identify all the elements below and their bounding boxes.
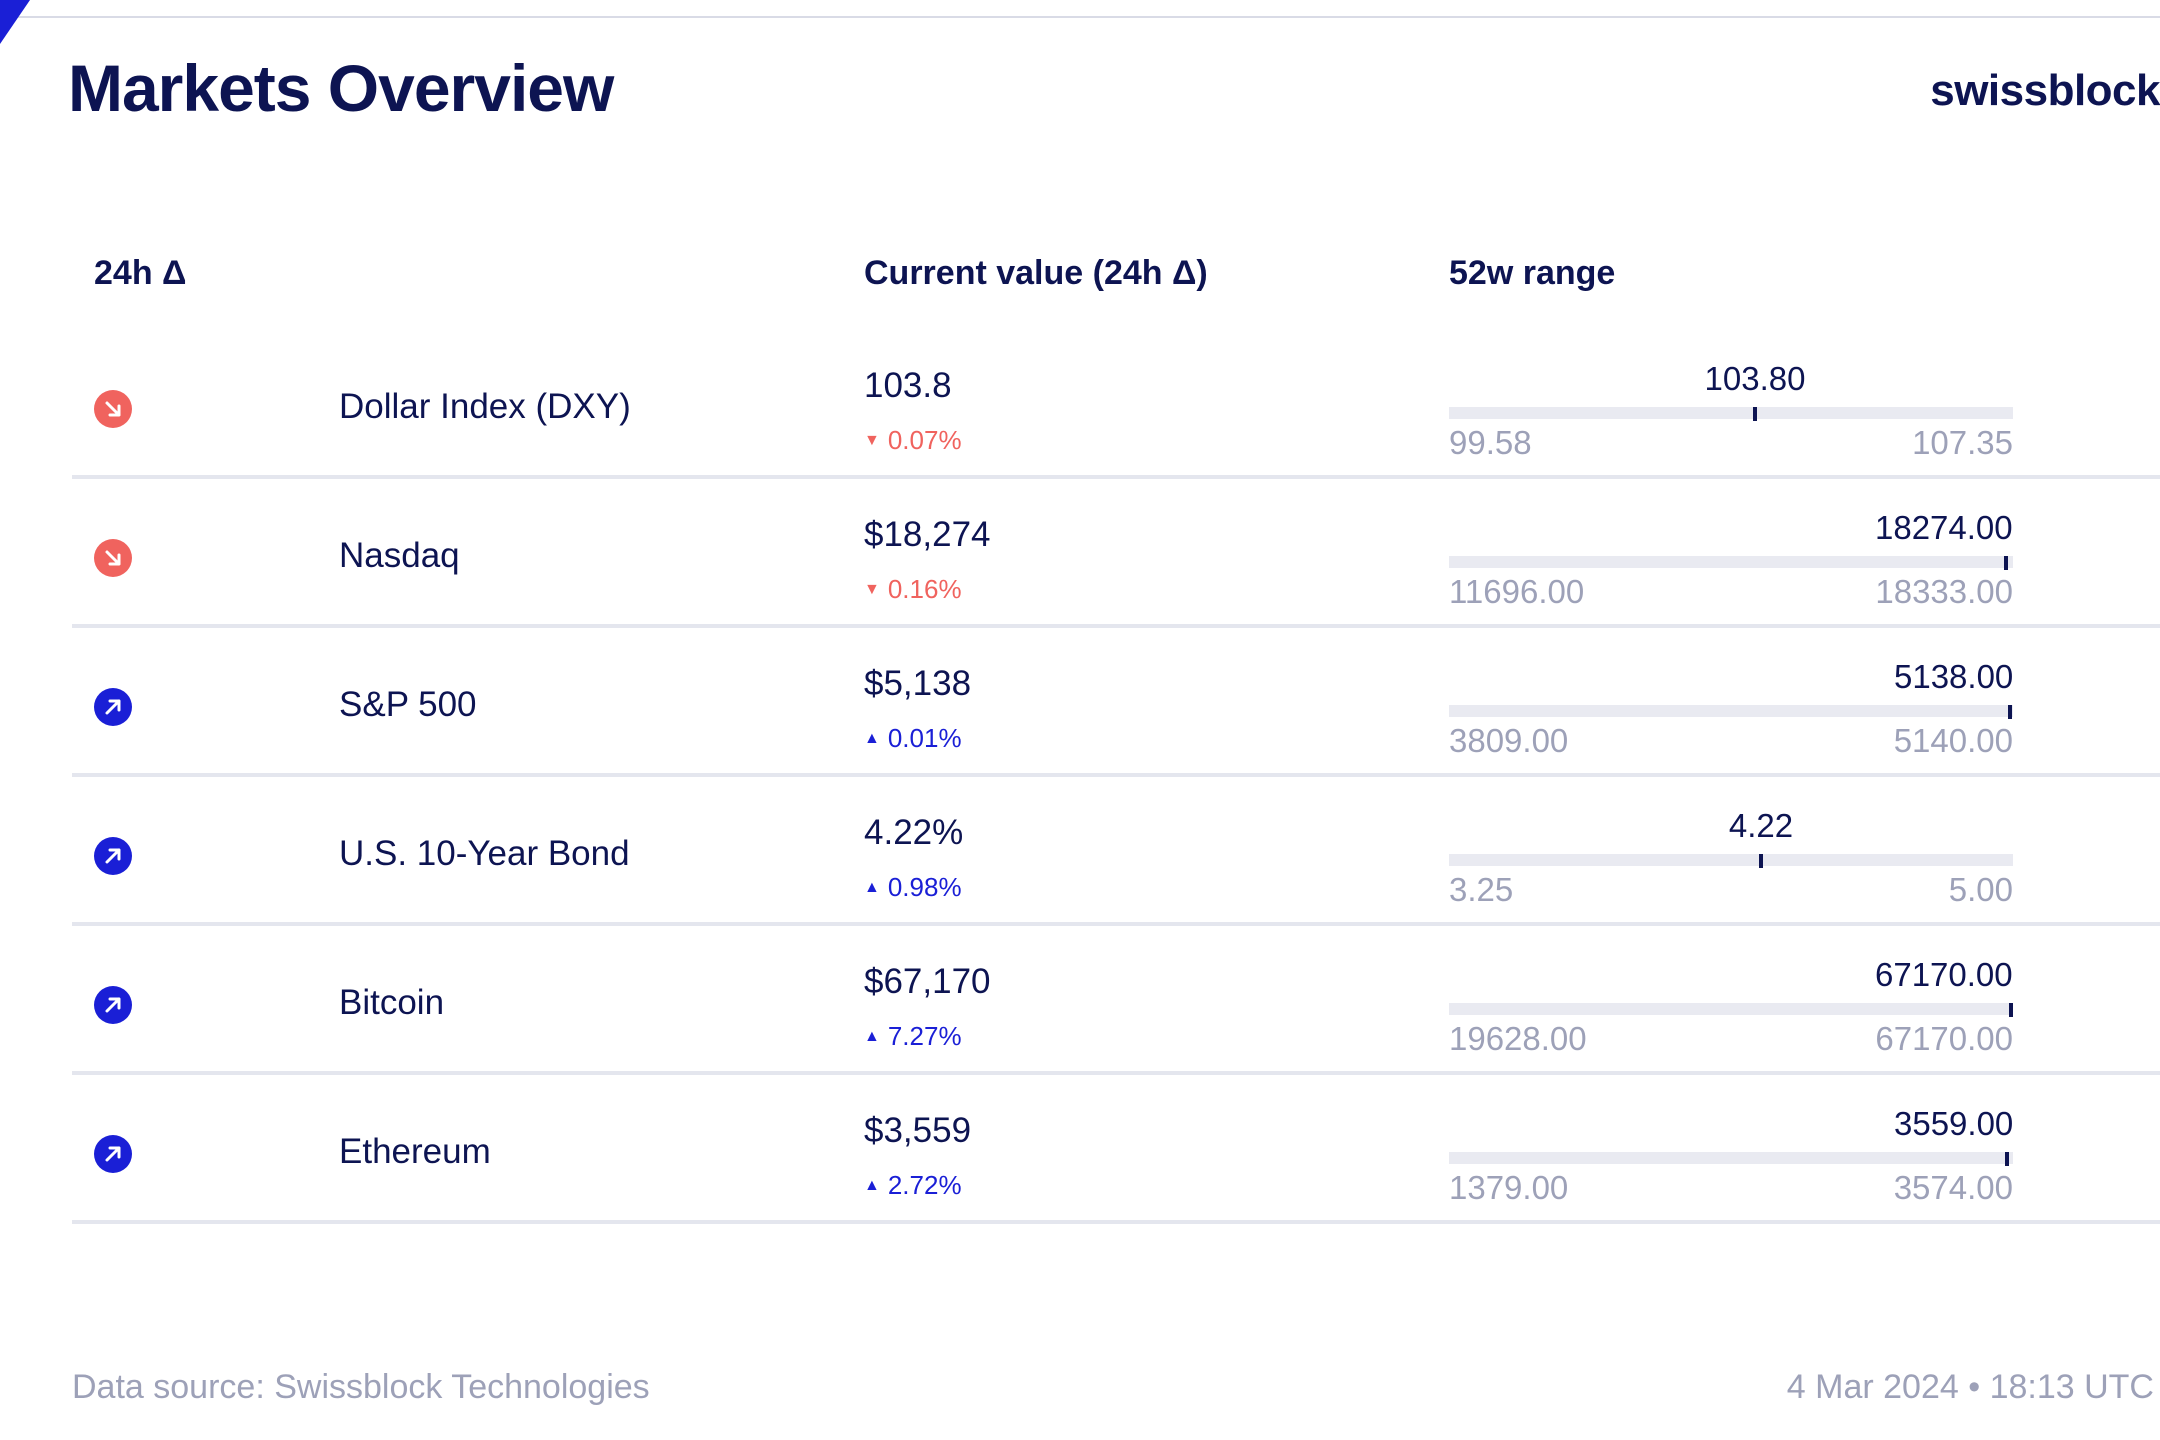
page-title: Markets Overview [68,51,614,125]
asset-name: S&P 500 [339,685,477,724]
range-current-value: 67170.00 [1875,956,2013,993]
arrow-down-right-icon [94,539,132,577]
range-52w: 5138.00 3809.00 5140.00 [1449,628,2013,777]
current-value: $3,559 [864,1111,972,1150]
range-min: 3.25 [1449,871,1514,908]
change-value: 0.16% [887,574,962,604]
range-marker [2009,1003,2013,1017]
change-24h: ▲ 0.01% [864,723,962,754]
range-max: 107.35 [1912,424,2013,461]
range-track [1449,1152,2013,1164]
range-marker [1753,407,1757,421]
change-value: 0.01% [887,723,962,753]
asset-name: Dollar Index (DXY) [339,387,631,426]
asset-name: Nasdaq [339,536,460,575]
range-min: 99.58 [1449,424,1532,461]
range-current-value: 18274.00 [1875,509,2013,546]
table-row: Bitcoin $67,170 ▲ 7.27% 67170.00 19628.00 6717… [72,926,2160,1075]
arrow-down-right-icon [94,390,132,428]
range-marker [2004,556,2008,570]
range-max: 3574.00 [1893,1169,2013,1206]
range-min: 11696.00 [1449,573,1585,610]
current-value: 4.22% [864,813,964,852]
column-header-52w-range: 52w range [1449,254,1616,292]
change-24h: ▼ 0.07% [864,425,962,456]
range-max: 18333.00 [1875,573,2013,610]
range-52w: 4.22 3.25 5.00 [1449,777,2013,926]
change-24h: ▲ 7.27% [864,1021,962,1052]
asset-name: Bitcoin [339,983,445,1022]
arrow-up-right-icon [94,986,132,1024]
markets-table: Dollar Index (DXY) 103.8 ▼ 0.07% 103.80 99.58… [72,330,2160,1224]
top-rule [0,16,2160,18]
range-min: 1379.00 [1449,1169,1569,1206]
range-52w: 103.80 99.58 107.35 [1449,330,2013,479]
table-row: Dollar Index (DXY) 103.8 ▼ 0.07% 103.80 99.58… [72,330,2160,479]
change-value: 0.07% [887,425,962,455]
range-52w: 67170.00 19628.00 67170.00 [1449,926,2013,1075]
table-row: Ethereum $3,559 ▲ 2.72% 3559.00 1379.00 3574.0… [72,1075,2160,1224]
table-row: Nasdaq $18,274 ▼ 0.16% 18274.00 11696.00 18333… [72,479,2160,628]
range-max: 67170.00 [1875,1020,2013,1057]
corner-accent [0,0,30,44]
range-current-value: 103.80 [1704,360,1806,397]
change-24h: ▲ 2.72% [864,1170,962,1201]
table-row: U.S. 10-Year Bond 4.22% ▲ 0.98% 4.22 3.25 5.00 [72,777,2160,926]
range-max: 5140.00 [1893,722,2013,759]
current-value: $18,274 [864,515,991,554]
range-current-value: 3559.00 [1894,1105,2014,1142]
range-track [1449,407,2013,419]
range-marker [2008,705,2012,719]
change-24h: ▲ 0.98% [864,872,962,903]
caret-down-icon: ▼ [864,580,880,598]
range-max: 5.00 [1948,871,2013,908]
column-header-delta: 24h Δ [94,254,187,292]
caret-up-icon: ▲ [864,1027,880,1045]
range-min: 19628.00 [1449,1020,1587,1057]
range-track [1449,705,2013,717]
change-24h: ▼ 0.16% [864,574,962,605]
brand-logo: swissblock [1930,66,2160,115]
arrow-up-right-icon [94,688,132,726]
asset-name: Ethereum [339,1132,491,1171]
current-value: $67,170 [864,962,991,1001]
range-52w: 3559.00 1379.00 3574.00 [1449,1075,2013,1224]
change-value: 2.72% [887,1170,962,1200]
caret-up-icon: ▲ [864,1176,880,1194]
range-52w: 18274.00 11696.00 18333.00 [1449,479,2013,628]
asset-name: U.S. 10-Year Bond [339,834,630,873]
range-track [1449,854,2013,866]
range-current-value: 5138.00 [1894,658,2014,695]
range-marker [1759,854,1763,868]
table-row: S&P 500 $5,138 ▲ 0.01% 5138.00 3809.00 5140.00 [72,628,2160,777]
caret-up-icon: ▲ [864,878,880,896]
caret-down-icon: ▼ [864,431,880,449]
range-min: 3809.00 [1449,722,1569,759]
footer-timestamp: 4 Mar 2024 • 18:13 UTC [1786,1368,2154,1406]
current-value: 103.8 [864,366,952,405]
footer-data-source: Data source: Swissblock Technologies [72,1368,650,1406]
current-value: $5,138 [864,664,972,703]
column-header-current-value: Current value (24h Δ) [864,254,1208,292]
arrow-up-right-icon [94,1135,132,1173]
range-marker [2005,1152,2009,1166]
change-value: 0.98% [887,872,962,902]
change-value: 7.27% [887,1021,962,1051]
range-current-value: 4.22 [1728,807,1794,844]
range-track [1449,1003,2013,1015]
range-track [1449,556,2013,568]
arrow-up-right-icon [94,837,132,875]
caret-up-icon: ▲ [864,729,880,747]
